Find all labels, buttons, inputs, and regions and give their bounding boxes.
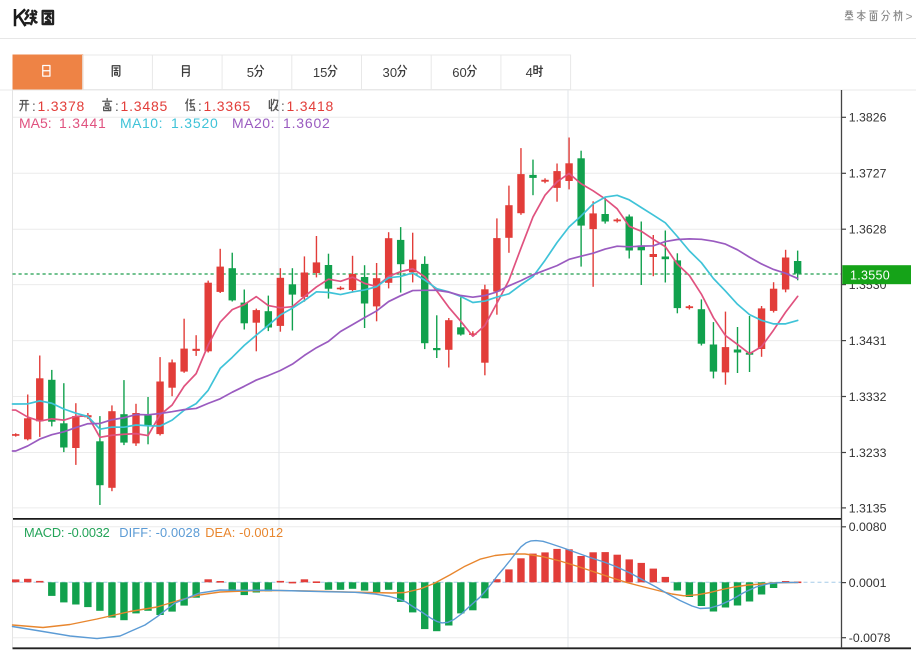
svg-text:-0.0078: -0.0078	[849, 631, 891, 645]
svg-text:1.3441: 1.3441	[59, 115, 107, 131]
svg-text::: :	[198, 99, 202, 114]
svg-text:5: 5	[320, 65, 327, 80]
svg-text:MACD: -0.0032: MACD: -0.0032	[24, 525, 110, 540]
svg-text:DEA: -0.0012: DEA: -0.0012	[205, 525, 283, 540]
svg-text:1.3485: 1.3485	[121, 98, 169, 114]
svg-text:6: 6	[452, 65, 459, 80]
svg-text:1.3332: 1.3332	[849, 390, 887, 404]
svg-text::: :	[32, 99, 36, 114]
svg-text:1.3418: 1.3418	[287, 98, 335, 114]
svg-text:1.3431: 1.3431	[849, 334, 887, 348]
svg-text:1.3378: 1.3378	[38, 98, 86, 114]
svg-text:1.3602: 1.3602	[283, 115, 331, 131]
svg-text:>: >	[906, 10, 913, 24]
svg-text:MA20:: MA20:	[232, 115, 275, 131]
svg-text:DIFF: -0.0028: DIFF: -0.0028	[119, 525, 200, 540]
svg-text:0: 0	[390, 65, 397, 80]
svg-text:1.3520: 1.3520	[171, 115, 219, 131]
svg-text:1.3826: 1.3826	[849, 111, 887, 125]
svg-text:1.3628: 1.3628	[849, 223, 887, 237]
svg-text:1.3727: 1.3727	[849, 167, 887, 181]
svg-text:0: 0	[460, 65, 467, 80]
svg-text:3: 3	[383, 65, 390, 80]
svg-text:1: 1	[313, 65, 320, 80]
svg-text:0.0001: 0.0001	[849, 576, 887, 590]
svg-text::: :	[115, 99, 119, 114]
svg-text:0.0080: 0.0080	[849, 520, 887, 534]
svg-text:1.3365: 1.3365	[204, 98, 252, 114]
svg-text:1.3233: 1.3233	[849, 446, 887, 460]
svg-text:4: 4	[526, 65, 533, 80]
svg-text:MA10:: MA10:	[120, 115, 163, 131]
svg-text:5: 5	[247, 65, 254, 80]
svg-text::: :	[281, 99, 285, 114]
svg-text:MA5:: MA5:	[19, 115, 52, 131]
svg-text:1.3550: 1.3550	[850, 268, 890, 282]
svg-text:1.3135: 1.3135	[849, 501, 887, 515]
